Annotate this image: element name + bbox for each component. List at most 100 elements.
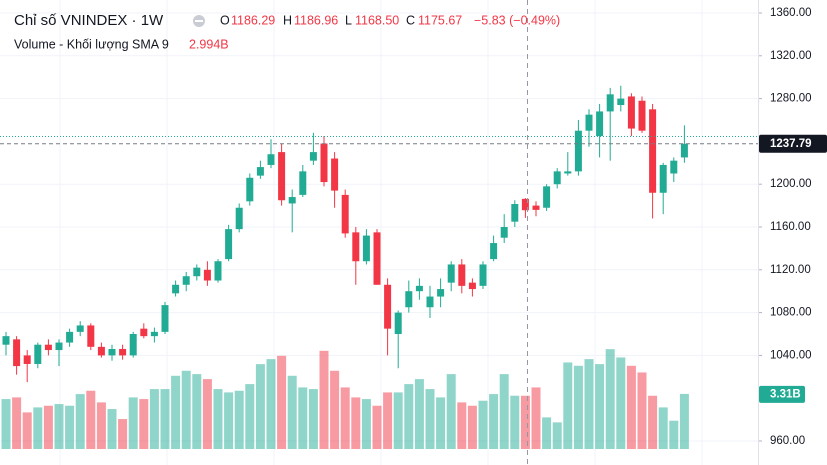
last-price-box bbox=[759, 134, 827, 153]
y-tick-label: 1200.00 bbox=[770, 178, 812, 190]
candle-body bbox=[596, 111, 604, 137]
volume-bar bbox=[160, 389, 170, 449]
candle-body bbox=[437, 289, 445, 297]
y-tick-label: 1360.00 bbox=[770, 7, 812, 19]
volume-bar bbox=[319, 350, 329, 449]
candle-body bbox=[352, 232, 360, 262]
candle-body bbox=[246, 177, 254, 202]
volume-bar bbox=[340, 387, 350, 449]
candle-body bbox=[468, 282, 476, 290]
volume-bar bbox=[595, 364, 605, 449]
candle-body bbox=[564, 171, 572, 174]
volume-bar bbox=[584, 359, 594, 449]
ohlc-key: L bbox=[345, 13, 352, 27]
candle-body bbox=[543, 186, 551, 208]
volume-bar bbox=[414, 379, 424, 449]
volume-bar bbox=[531, 387, 541, 449]
ohlc-value: 1186.96 bbox=[294, 13, 338, 27]
volume-bar bbox=[171, 375, 181, 449]
candle-body bbox=[309, 152, 317, 161]
candle-body bbox=[362, 235, 370, 262]
volume-bar bbox=[192, 374, 202, 449]
candle-body bbox=[553, 171, 561, 185]
volume-bar bbox=[298, 387, 308, 449]
candle-body bbox=[23, 355, 31, 364]
volume-bar bbox=[361, 399, 371, 449]
last-volume-box bbox=[759, 385, 805, 403]
volume-bar bbox=[65, 405, 75, 449]
candle-body bbox=[458, 264, 466, 286]
candle-body bbox=[490, 243, 498, 260]
volume-bar bbox=[181, 370, 191, 449]
candle-body bbox=[649, 109, 657, 193]
volume-bar bbox=[245, 384, 255, 449]
ohlc-value: 1168.50 bbox=[355, 13, 399, 27]
ohlc-key: O bbox=[220, 13, 230, 27]
candle-body bbox=[129, 334, 137, 356]
candle-body bbox=[44, 344, 52, 351]
volume-bar bbox=[616, 357, 626, 449]
candle-body bbox=[119, 348, 127, 356]
ohlc-key: C bbox=[406, 13, 415, 27]
volume-bar bbox=[330, 370, 340, 449]
candle-body bbox=[638, 100, 646, 131]
volume-bar bbox=[425, 389, 435, 449]
volume-bar bbox=[202, 379, 212, 449]
volume-bar bbox=[213, 389, 223, 449]
volume-bar bbox=[372, 405, 382, 449]
candle-body bbox=[384, 284, 392, 329]
volume-bar bbox=[255, 364, 265, 449]
candle-body bbox=[161, 305, 169, 332]
volume-bar bbox=[128, 397, 138, 449]
volume-bar bbox=[436, 397, 446, 449]
volume-bar bbox=[22, 412, 32, 449]
candle-body bbox=[193, 267, 201, 277]
ohlc-key: H bbox=[283, 13, 292, 27]
candle-body bbox=[320, 143, 328, 183]
candle-body bbox=[288, 197, 296, 204]
y-tick-label: 1120.00 bbox=[770, 264, 811, 276]
candle-body bbox=[76, 325, 84, 332]
candle-body bbox=[55, 342, 63, 351]
candle-body bbox=[680, 143, 688, 158]
candle-body bbox=[521, 198, 529, 211]
candle-body bbox=[13, 339, 21, 367]
candle-body bbox=[299, 171, 307, 195]
y-tick-label: 1160.00 bbox=[770, 221, 811, 233]
volume-bar bbox=[648, 395, 658, 449]
y-tick-label: 1080.00 bbox=[770, 307, 812, 319]
last-price-label: 1237.79 bbox=[770, 138, 812, 150]
candle-body bbox=[500, 227, 508, 238]
candle-body bbox=[256, 167, 264, 176]
candle-body bbox=[140, 328, 148, 337]
volume-bar bbox=[679, 393, 689, 449]
volume-bar bbox=[308, 389, 318, 449]
volume-bar bbox=[552, 422, 562, 449]
candle-body bbox=[225, 229, 233, 260]
y-tick-label: 960.00 bbox=[770, 435, 805, 447]
volume-bar bbox=[224, 392, 234, 449]
candle-body bbox=[659, 164, 667, 193]
candle-body bbox=[150, 331, 158, 337]
candle-body bbox=[235, 207, 243, 230]
volume-bar bbox=[658, 407, 668, 449]
candle-body bbox=[214, 261, 222, 281]
chart-title: Chỉ số VNINDEX · 1W bbox=[14, 12, 164, 29]
volume-bar bbox=[75, 394, 85, 449]
volume-bar bbox=[626, 365, 636, 449]
volume-bar bbox=[234, 390, 244, 449]
volume-bar bbox=[404, 384, 414, 449]
last-volume-label: 3.31B bbox=[770, 388, 801, 400]
volume-bar bbox=[499, 374, 509, 449]
candle-body bbox=[331, 158, 339, 191]
candle-body bbox=[415, 285, 423, 292]
ohlc-value: 1175.67 bbox=[418, 13, 462, 27]
volume-bar bbox=[605, 349, 615, 449]
volume-bar bbox=[489, 394, 499, 449]
volume-bar bbox=[478, 400, 488, 449]
volume-bar bbox=[54, 404, 64, 449]
candle-body bbox=[182, 276, 190, 285]
volume-bar bbox=[393, 392, 403, 449]
candle-body bbox=[606, 94, 614, 112]
